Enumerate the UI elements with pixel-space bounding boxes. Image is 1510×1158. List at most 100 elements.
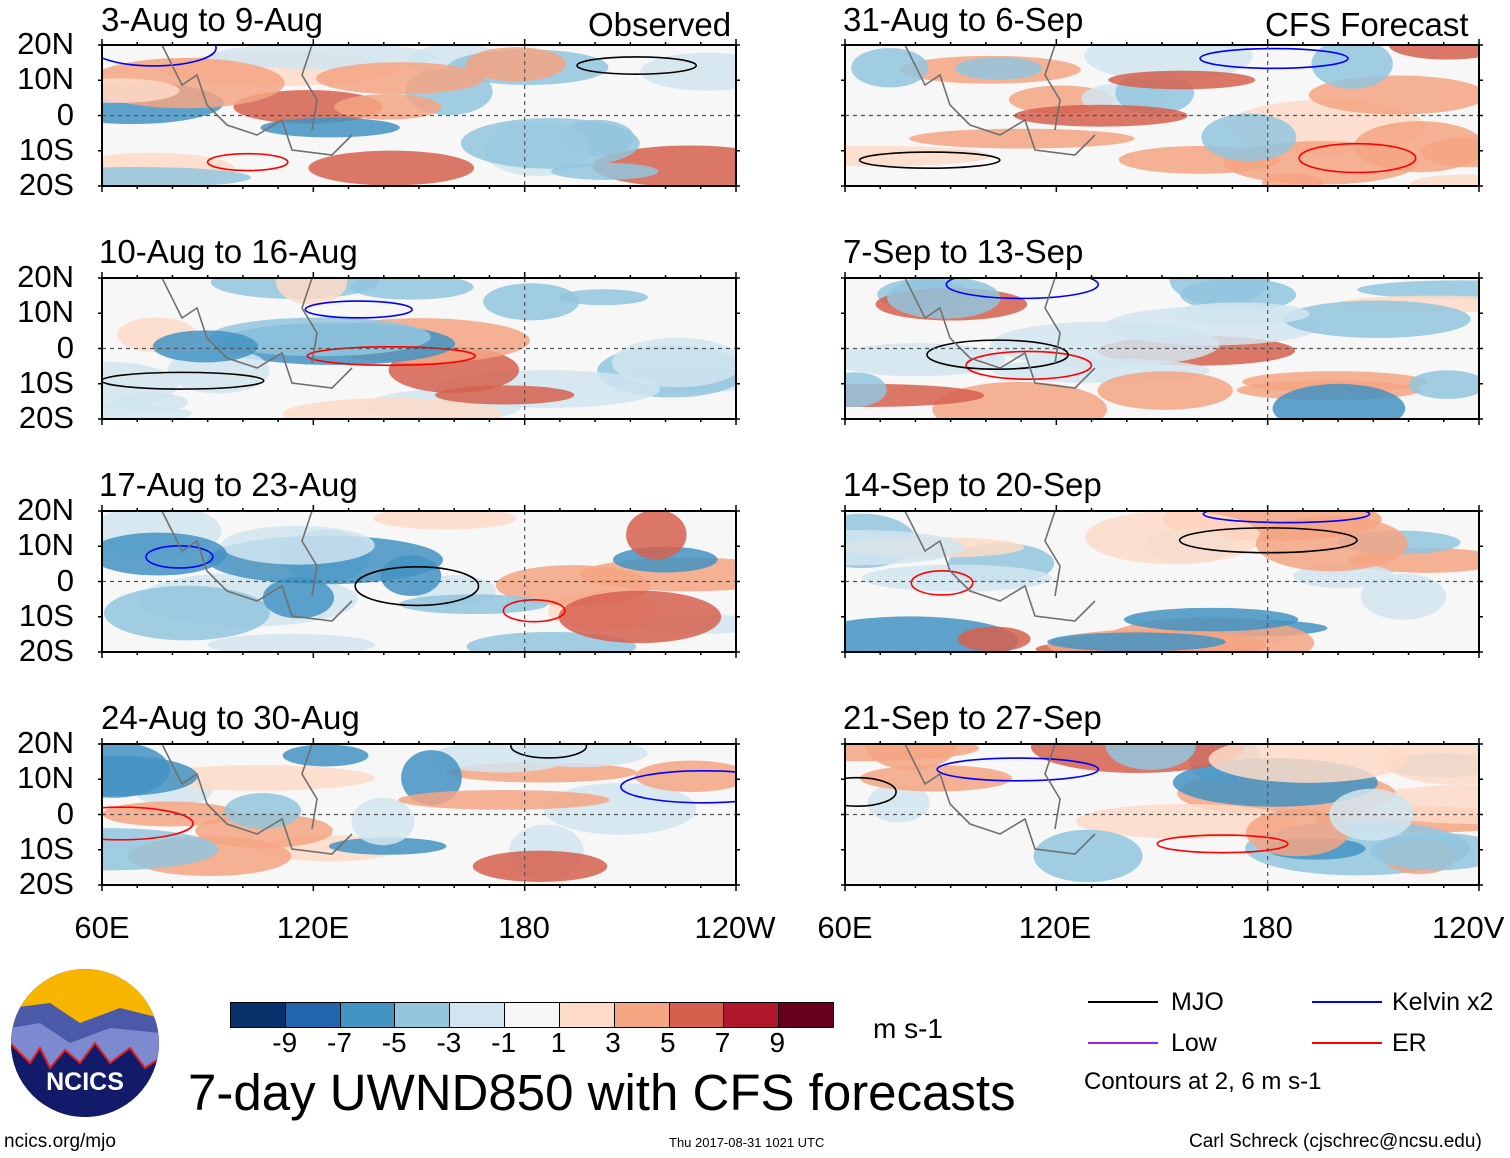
wind-anomaly-blob [640, 52, 736, 91]
contour-line [502, 598, 566, 623]
contour-line [945, 278, 1100, 300]
legend-label: ER [1392, 1029, 1427, 1057]
contour-line [304, 300, 413, 319]
wind-anomaly-blob [634, 760, 736, 792]
contour-line [206, 152, 289, 172]
wind-anomaly-blob [990, 321, 1220, 367]
wind-anomaly-blob [260, 117, 400, 138]
wind-anomaly-blob [1013, 104, 1188, 127]
wind-anomaly-blob [1169, 302, 1310, 326]
contour-line [1178, 527, 1358, 554]
colorbar-swatch [284, 1003, 340, 1027]
wind-anomaly-blob [1388, 45, 1479, 60]
colorbar-swatch [449, 1003, 505, 1027]
colorbar-swatch [668, 1003, 724, 1027]
legend-line-low [1088, 1042, 1158, 1044]
wind-anomaly-blob [957, 626, 1031, 652]
x-tick-label: 120W [694, 910, 776, 945]
footer-url[interactable]: ncics.org/mjo [4, 1131, 116, 1152]
y-tick-label: 0 [56, 562, 74, 598]
contour-line [910, 570, 974, 596]
contour-line [576, 56, 698, 75]
wind-anomaly-blob [932, 381, 1108, 419]
contour-line [1199, 47, 1349, 70]
colorbar-swatch [231, 1003, 285, 1027]
colorbar-tick-label: -7 [327, 1027, 352, 1058]
wind-anomaly-blob [398, 790, 610, 810]
wind-anomaly-blob [276, 278, 348, 305]
wind-anomaly-blob [349, 278, 474, 300]
contour-note: Contours at 2, 6 m s-1 [1084, 1068, 1322, 1095]
legend-label: Kelvin x2 [1392, 988, 1494, 1016]
colorbar-swatch [613, 1003, 669, 1027]
wind-anomaly-blob [1201, 113, 1297, 162]
y-tick-label: 20N [17, 725, 74, 760]
panel-title: 14-Sep to 20-Sep [843, 466, 1102, 503]
wind-anomaly-blob [1360, 573, 1447, 620]
y-tick-label: 0 [56, 795, 74, 831]
ncics-logo: NCICS [11, 969, 159, 1117]
colorbar-tick-label: 3 [605, 1027, 621, 1058]
panel-tag-forecast: CFS Forecast [1265, 6, 1469, 43]
map-panel [98, 272, 740, 425]
colorbar-swatch [394, 1003, 450, 1027]
contour-line [936, 757, 1100, 782]
wind-anomaly-blob [845, 145, 992, 167]
x-tick-label: 120V [1432, 910, 1505, 945]
panel-fill [845, 45, 1479, 186]
map-panel [841, 39, 1483, 192]
wind-anomaly-blob [401, 750, 462, 806]
wind-anomaly-blob [851, 47, 929, 88]
colorbar-swatch [504, 1003, 559, 1027]
wind-anomaly-blob [102, 78, 180, 103]
coastline [161, 278, 353, 389]
wind-anomaly-blob [611, 337, 736, 388]
x-tick-label: 60E [74, 910, 130, 945]
wind-anomaly-blob [1097, 371, 1233, 410]
panel-fill [845, 278, 1479, 419]
coastline [904, 278, 1096, 389]
wind-anomaly-blob [859, 765, 1012, 792]
colorbar-tick-label: -3 [436, 1027, 462, 1058]
colorbar-tick-label: 7 [714, 1027, 731, 1058]
wind-anomaly-blob [1085, 511, 1261, 565]
wind-anomaly-blob [909, 128, 1135, 149]
legend-line-er [1312, 1042, 1382, 1044]
coastline [161, 511, 353, 622]
colorbar [230, 1002, 834, 1028]
y-tick-label: 10S [18, 364, 74, 400]
wind-anomaly-blob [380, 555, 442, 597]
wind-anomaly-blob [102, 532, 227, 576]
contour-line [510, 744, 588, 759]
wind-anomaly-blob [224, 792, 302, 829]
wind-anomaly-blob [460, 117, 640, 169]
wind-anomaly-blob [1370, 832, 1479, 871]
contour-line [102, 371, 265, 390]
wind-anomaly-blob [1283, 300, 1471, 338]
colorbar-swatch [723, 1003, 779, 1027]
wind-anomaly-blob [220, 525, 375, 565]
wind-anomaly-blob [1410, 174, 1479, 186]
panel-title: 24-Aug to 30-Aug [101, 699, 360, 736]
wind-anomaly-blob [1033, 829, 1143, 883]
wind-anomaly-blob [1108, 70, 1256, 90]
panel-title: 3-Aug to 9-Aug [101, 1, 323, 38]
y-tick-label: 10S [18, 131, 74, 167]
wind-anomaly-blob [262, 577, 335, 619]
wind-anomaly-blob [1255, 515, 1408, 572]
legend-label: MJO [1171, 988, 1224, 1016]
y-tick-label: 20S [18, 167, 74, 202]
coastline [161, 744, 353, 855]
wind-anomaly-blob [1381, 744, 1479, 785]
wind-anomaly-blob [845, 372, 887, 408]
wind-anomaly-blob [558, 289, 649, 306]
map-panel [98, 39, 740, 192]
map-panel [841, 272, 1483, 425]
colorbar-tick-label: 9 [769, 1027, 786, 1058]
panel-tag-observed: Observed [588, 6, 732, 43]
colorbar-swatch [339, 1003, 395, 1027]
wind-anomaly-blob [308, 150, 475, 186]
coastline [904, 744, 1096, 855]
wind-anomaly-blob [431, 744, 572, 773]
